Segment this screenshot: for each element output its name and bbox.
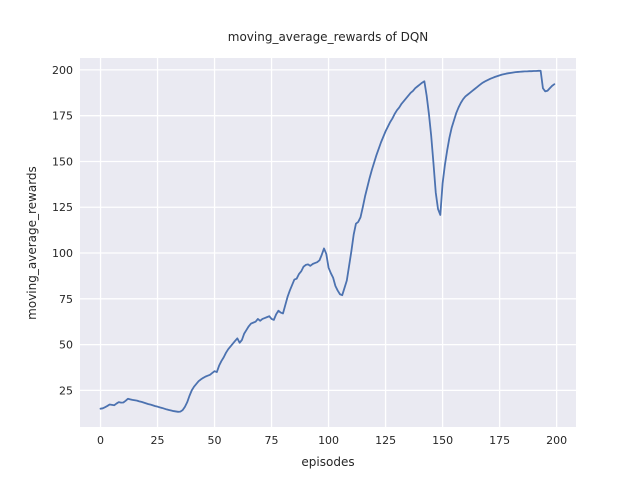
x-tick-label-2: 50: [208, 434, 222, 447]
y-tick-label-0: 25: [59, 384, 73, 397]
y-tick-label-5: 150: [52, 155, 73, 168]
x-tick-label-5: 125: [375, 434, 396, 447]
series-line-0: [99, 69, 556, 413]
x-axis-label: episodes: [301, 455, 355, 469]
y-tick-label-1: 50: [59, 339, 73, 352]
y-tick-label-3: 100: [52, 247, 73, 260]
x-tick-label-4: 100: [318, 434, 339, 447]
x-tick-label-6: 150: [432, 434, 453, 447]
y-tick-label-2: 75: [59, 293, 73, 306]
y-tick-label-4: 125: [52, 201, 73, 214]
y-tick-label-6: 175: [52, 110, 73, 123]
chart-title: moving_average_rewards of DQN: [227, 30, 429, 44]
x-tick-label-0: 0: [97, 434, 104, 447]
x-tick-label-8: 200: [546, 434, 567, 447]
x-tick-label-3: 75: [265, 434, 279, 447]
x-tick-label-7: 175: [489, 434, 510, 447]
y-axis-label: moving_average_rewards: [25, 166, 39, 320]
x-tick-label-1: 25: [151, 434, 165, 447]
y-tick-label-7: 200: [52, 64, 73, 77]
